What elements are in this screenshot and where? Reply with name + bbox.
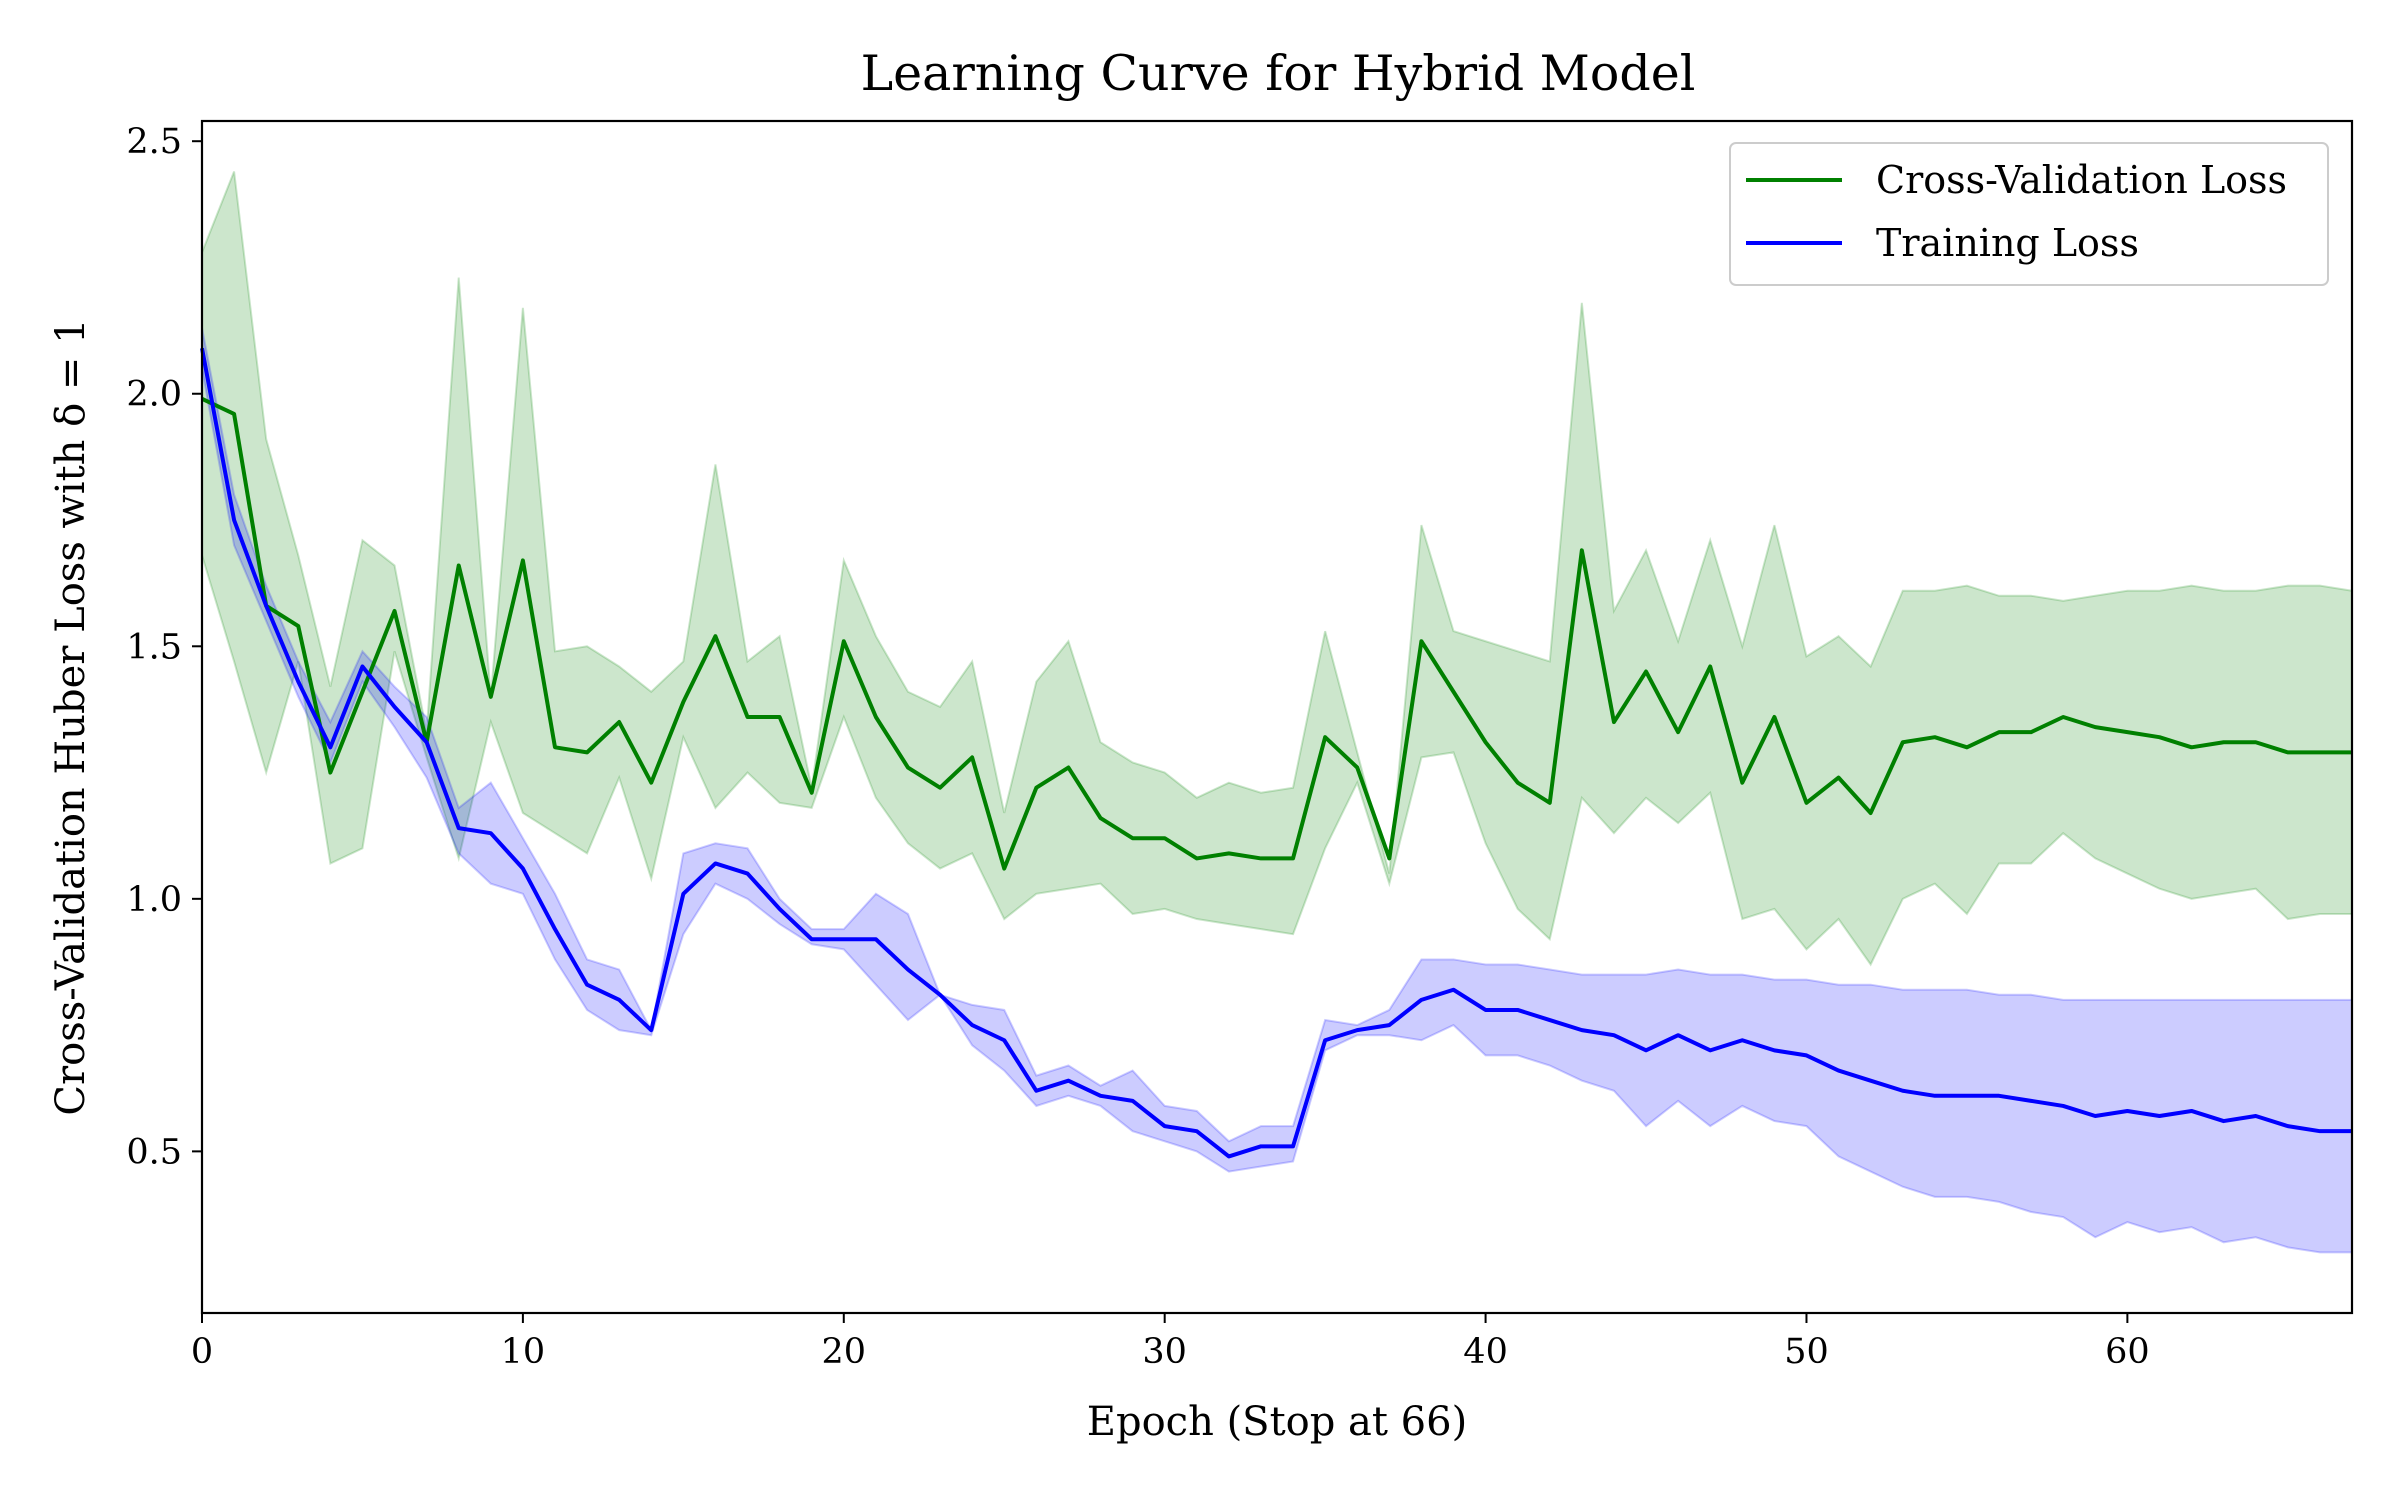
y-axis-ticks: 0.5 1.0 1.5 2.0 2.5 <box>126 122 202 1172</box>
y-tick-label-0.5: 0.5 <box>126 1132 182 1172</box>
y-tick-label-2.5: 2.5 <box>126 122 182 162</box>
x-tick-label-30: 30 <box>1142 1332 1187 1372</box>
legend-box <box>1729 142 2329 286</box>
training-loss-line <box>200 347 2352 1159</box>
legend-label-cross-validation: Cross-Validation Loss <box>1876 158 2287 202</box>
y-tick-label-2: 2.0 <box>126 375 182 415</box>
x-axis-ticks: 0 10 20 30 40 50 60 <box>191 1313 2150 1372</box>
cross-validation-loss-line <box>201 396 2352 871</box>
x-tick-label-10: 10 <box>501 1332 546 1372</box>
y-tick-label-1: 1.0 <box>126 880 182 920</box>
x-tick-label-40: 40 <box>1463 1332 1508 1372</box>
x-tick-label-0: 0 <box>191 1332 213 1372</box>
legend: Cross-Validation Loss Training Loss <box>1729 142 2329 286</box>
y-axis-label: Cross-Validation Huber Loss with δ = 1 <box>48 318 94 1115</box>
x-tick-label-60: 60 <box>2105 1332 2150 1372</box>
x-axis-label: Epoch (Stop at 66) <box>1087 1399 1467 1445</box>
x-tick-label-20: 20 <box>822 1332 867 1372</box>
x-tick-label-50: 50 <box>1784 1332 1829 1372</box>
series-lines <box>200 347 2352 1159</box>
plot-frame <box>200 119 2354 1315</box>
y-tick-label-1.5: 1.5 <box>126 627 182 667</box>
chart-title: Learning Curve for Hybrid Model <box>861 45 1696 102</box>
legend-label-training: Training Loss <box>1876 221 2139 265</box>
